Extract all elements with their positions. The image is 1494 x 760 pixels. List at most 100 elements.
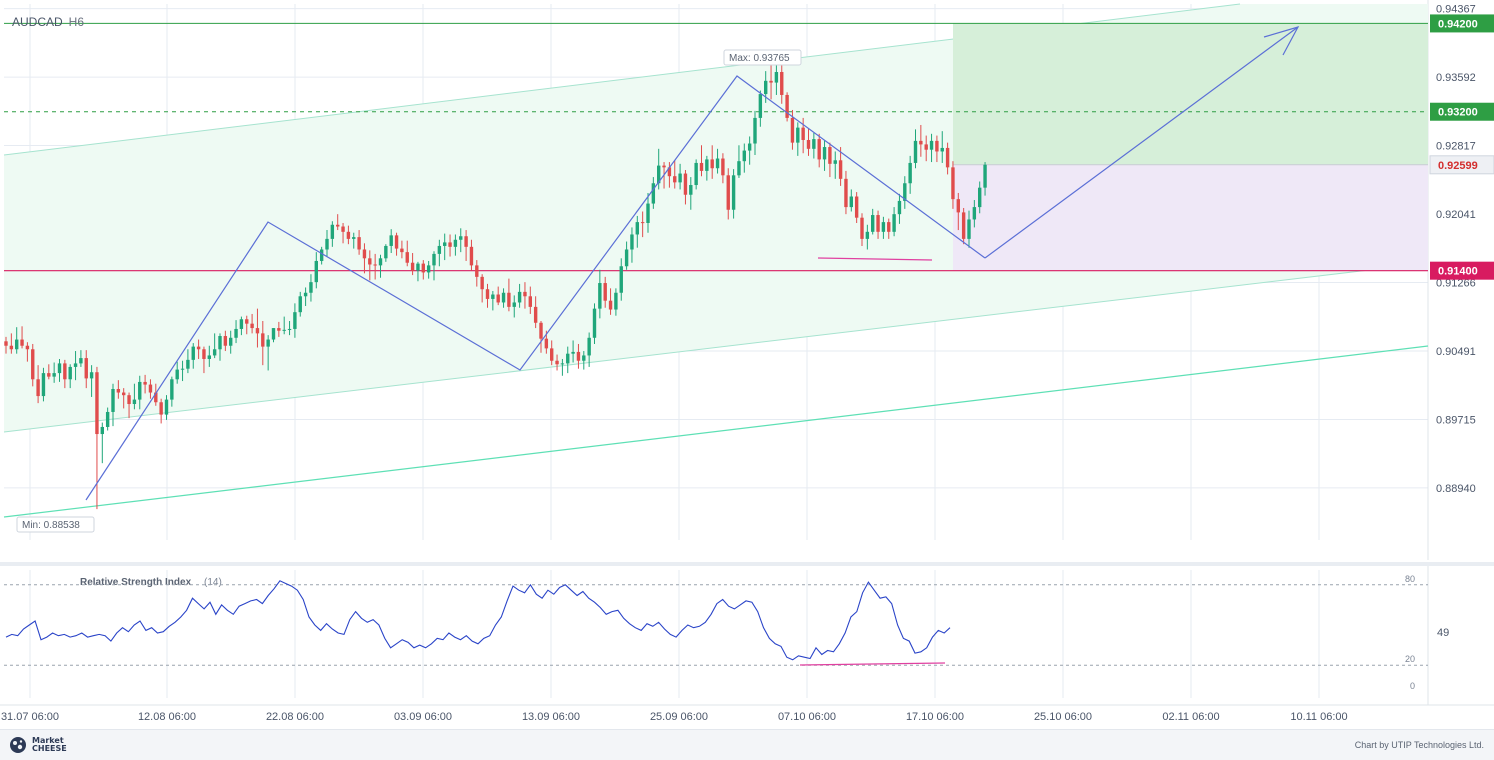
candle[interactable] [475, 260, 479, 287]
candle[interactable] [25, 342, 30, 362]
candle[interactable] [443, 233, 447, 261]
candle[interactable] [721, 153, 725, 184]
candle[interactable] [571, 340, 575, 363]
candle[interactable] [143, 374, 147, 394]
candle[interactable] [667, 162, 672, 188]
candle[interactable] [769, 63, 773, 100]
candle[interactable] [673, 160, 677, 189]
candle[interactable] [79, 350, 83, 367]
candle[interactable] [523, 282, 527, 309]
candle[interactable] [73, 351, 78, 381]
candle[interactable] [223, 330, 228, 352]
candle[interactable] [550, 340, 554, 366]
candle[interactable] [373, 253, 377, 280]
candle[interactable] [271, 328, 276, 343]
candle[interactable] [191, 343, 195, 369]
candle[interactable] [512, 295, 516, 318]
candle[interactable] [742, 143, 746, 173]
candle[interactable] [164, 395, 169, 420]
channel-lower-line[interactable] [3, 262, 1429, 433]
candle[interactable] [196, 339, 201, 359]
candle[interactable] [854, 192, 859, 223]
candle[interactable] [614, 288, 618, 316]
candle[interactable] [560, 358, 565, 376]
badge-current-price[interactable]: 0.92599 [1429, 155, 1494, 175]
candle[interactable] [812, 132, 816, 159]
candle[interactable] [314, 252, 318, 289]
candle[interactable] [753, 110, 757, 155]
candle[interactable] [903, 176, 907, 209]
candle[interactable] [630, 227, 634, 263]
candle[interactable] [496, 286, 500, 306]
candle[interactable] [346, 225, 351, 245]
forecast-arrow-line[interactable] [984, 26, 1299, 259]
candle[interactable] [924, 135, 928, 162]
candle[interactable] [31, 343, 35, 387]
candle[interactable] [319, 246, 324, 265]
candle[interactable] [239, 316, 244, 336]
support-trendline[interactable] [3, 345, 1429, 518]
candle[interactable] [245, 315, 249, 335]
candle[interactable] [389, 229, 393, 254]
candle[interactable] [277, 321, 281, 337]
candle[interactable] [619, 258, 623, 301]
candle[interactable] [293, 303, 297, 338]
candle[interactable] [983, 162, 987, 196]
candle[interactable] [871, 208, 875, 235]
candle[interactable] [15, 327, 19, 354]
candle[interactable] [945, 142, 950, 175]
candle[interactable] [127, 392, 131, 419]
candle[interactable] [212, 333, 217, 359]
candle[interactable] [929, 133, 934, 163]
candle[interactable] [780, 62, 784, 104]
badge-resistance[interactable]: 0.94200 [1430, 14, 1494, 33]
rsi-divergence-line[interactable] [799, 662, 946, 666]
candle[interactable] [426, 260, 431, 279]
candle[interactable] [678, 163, 682, 190]
candle[interactable] [255, 308, 260, 348]
candle[interactable] [180, 360, 185, 382]
candle[interactable] [817, 133, 821, 168]
candle[interactable] [63, 359, 67, 389]
candle[interactable] [111, 383, 115, 427]
candle[interactable] [175, 361, 179, 384]
candle[interactable] [940, 131, 944, 163]
candle[interactable] [325, 230, 329, 257]
candle[interactable] [100, 422, 104, 464]
candle[interactable] [437, 239, 442, 267]
candle[interactable] [170, 376, 174, 407]
candle[interactable] [341, 222, 345, 244]
candle[interactable] [448, 234, 452, 257]
candle[interactable] [598, 269, 602, 319]
candle[interactable] [95, 366, 99, 510]
badge-target[interactable]: 0.93200 [1430, 102, 1494, 121]
candle[interactable] [501, 288, 506, 308]
candle[interactable] [421, 260, 425, 280]
candle[interactable] [432, 251, 436, 281]
candle[interactable] [159, 398, 163, 424]
candle[interactable] [951, 161, 955, 209]
candle[interactable] [860, 213, 864, 246]
candle[interactable] [908, 155, 912, 194]
candle[interactable] [726, 168, 730, 220]
candle[interactable] [4, 336, 8, 354]
candle[interactable] [865, 224, 870, 250]
candle[interactable] [699, 145, 704, 177]
candle[interactable] [282, 316, 286, 335]
candle[interactable] [303, 287, 308, 306]
candle[interactable] [844, 170, 848, 215]
candle[interactable] [330, 221, 335, 247]
candle[interactable] [624, 241, 629, 270]
candle[interactable] [20, 326, 24, 349]
candle[interactable] [362, 243, 367, 274]
candle[interactable] [640, 211, 645, 238]
candle[interactable] [266, 335, 270, 371]
candle[interactable] [838, 147, 843, 186]
candle[interactable] [967, 210, 971, 248]
candle[interactable] [507, 278, 511, 312]
candle[interactable] [261, 321, 265, 366]
candle[interactable] [394, 232, 399, 256]
candle[interactable] [935, 135, 939, 163]
candle[interactable] [533, 296, 538, 329]
candle[interactable] [528, 286, 532, 314]
